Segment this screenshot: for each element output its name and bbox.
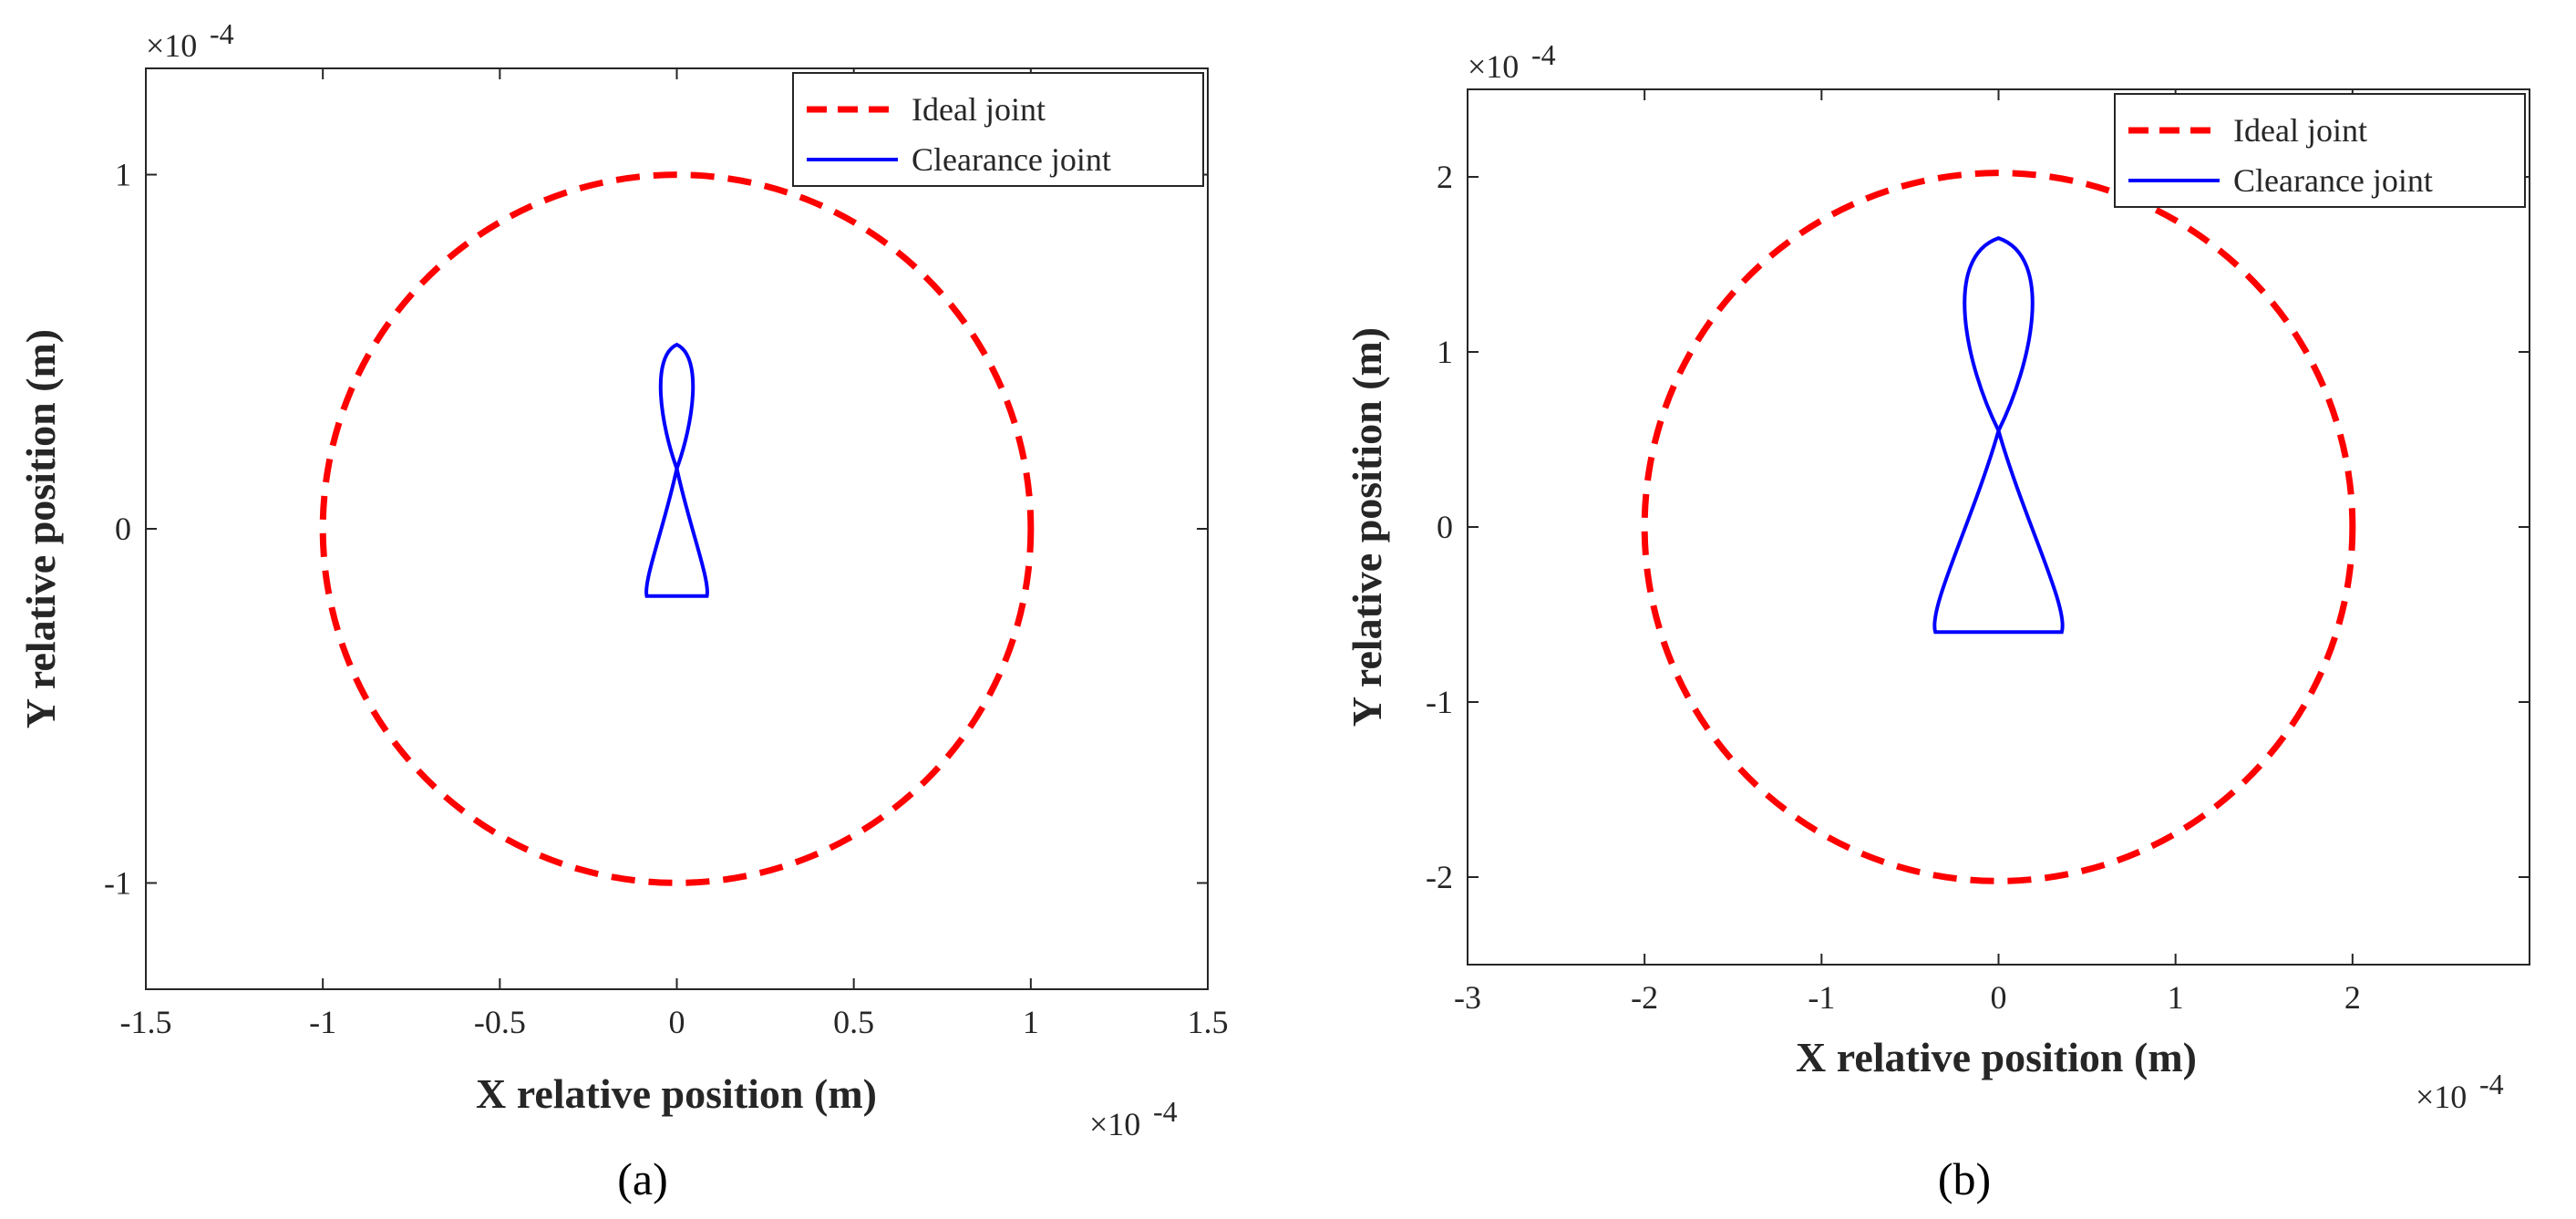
panel-b-y-exponent: -4 xyxy=(1531,38,1556,71)
panel-b-y-tick-label: 2 xyxy=(1437,159,1453,195)
panel-b-exponent-y: ×10 -4 xyxy=(1468,38,1556,85)
panel-a: ×10 -4 ×10 -4 -1.5 -1 -0.5 0 0.5 1 1.5 -1 0 1 X … xyxy=(17,17,1229,1204)
panel-b-ideal-joint-line xyxy=(1641,170,2356,884)
panel-a-y-multiplier: ×10 xyxy=(146,27,197,64)
panel-b-x-tick-label: -2 xyxy=(1631,979,1658,1016)
panel-b-caption: (b) xyxy=(1938,1153,1991,1204)
panel-b-x-tick-label: 2 xyxy=(2344,979,2361,1016)
panel-a-y-tick-label: 1 xyxy=(115,157,131,193)
panel-a-y-axis-title: Y relative position (m) xyxy=(17,329,64,728)
panel-b-y-ticks: -2 -1 0 1 2 xyxy=(1426,159,2530,895)
panel-b-y-multiplier: ×10 xyxy=(1468,48,1519,85)
panel-a-ideal-joint-line xyxy=(319,171,1035,886)
panel-a-y-exponent: -4 xyxy=(210,17,234,50)
panel-b-x-tick-label: 0 xyxy=(1991,979,2007,1016)
panel-b-x-ticks: -3 -2 -1 0 1 2 xyxy=(1454,89,2361,1016)
panel-b-x-axis-title: X relative position (m) xyxy=(1796,1034,2197,1080)
panel-a-exponent-y: ×10 -4 xyxy=(146,17,234,64)
panel-b-legend-box xyxy=(2114,93,2526,208)
panel-b-x-tick-label: 1 xyxy=(2168,979,2184,1016)
panel-a-clearance-joint-line xyxy=(644,342,709,598)
panel-a-x-tick-label: 0 xyxy=(669,1004,685,1040)
panel-a-x-tick-label: 1.5 xyxy=(1188,1004,1229,1040)
panel-a-x-tick-label: -0.5 xyxy=(474,1004,526,1040)
panel-a-x-axis-title: X relative position (m) xyxy=(476,1070,877,1117)
panel-b-legend-ideal-label: Ideal joint xyxy=(2233,112,2367,149)
panel-b-y-tick-label: 0 xyxy=(1437,509,1453,545)
panel-a-plot-frame xyxy=(145,67,1209,990)
panel-a-x-tick-label: -1.5 xyxy=(120,1004,172,1040)
panel-a-y-tick-label: -1 xyxy=(104,864,131,901)
panel-a-x-tick-label: 0.5 xyxy=(833,1004,874,1040)
panel-b-y-tick-label: -1 xyxy=(1426,684,1453,720)
panel-b-legend: Ideal joint Clearance joint xyxy=(2114,93,2526,208)
panel-a-x-ticks: -1.5 -1 -0.5 0 0.5 1 1.5 xyxy=(120,68,1229,1040)
panel-b-y-tick-label: 1 xyxy=(1437,334,1453,370)
panel-b-x-exponent: -4 xyxy=(2479,1068,2504,1100)
panel-a-legend-ideal-label: Ideal joint xyxy=(912,91,1046,128)
panel-b-plot-frame xyxy=(1467,88,2530,966)
panel-a-legend-box xyxy=(792,72,1204,187)
panel-b-x-multiplier: ×10 xyxy=(2416,1079,2467,1115)
panel-b-legend-clearance-label: Clearance joint xyxy=(2233,162,2433,199)
panel-a-legend: Ideal joint Clearance joint xyxy=(792,72,1204,187)
panel-a-y-tick-label: 0 xyxy=(115,511,131,547)
panel-a-x-tick-label: -1 xyxy=(309,1004,336,1040)
panel-b-x-tick-label: -3 xyxy=(1454,979,1481,1016)
panel-b: ×10 -4 ×10 -4 -3 -2 -1 0 1 2 -2 -1 0 1 2 X relati… xyxy=(1344,38,2530,1204)
panel-a-legend-clearance-label: Clearance joint xyxy=(912,141,1111,178)
panel-b-clearance-joint-line xyxy=(1932,236,2065,635)
panel-b-exponent-x: ×10 -4 xyxy=(2416,1068,2504,1115)
panel-a-x-exponent: -4 xyxy=(1153,1095,1178,1128)
panel-b-x-tick-label: -1 xyxy=(1808,979,1835,1016)
panel-a-x-multiplier: ×10 xyxy=(1089,1106,1140,1142)
panel-a-caption: (a) xyxy=(617,1153,668,1204)
panel-a-y-ticks: -1 0 1 xyxy=(104,157,1208,901)
panel-a-exponent-x: ×10 -4 xyxy=(1089,1095,1178,1142)
panel-a-x-tick-label: 1 xyxy=(1023,1004,1039,1040)
panel-b-y-tick-label: -2 xyxy=(1426,859,1453,895)
panel-b-y-axis-title: Y relative position (m) xyxy=(1344,327,1390,727)
